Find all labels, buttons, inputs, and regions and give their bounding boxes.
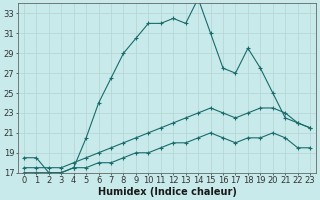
X-axis label: Humidex (Indice chaleur): Humidex (Indice chaleur) xyxy=(98,187,236,197)
